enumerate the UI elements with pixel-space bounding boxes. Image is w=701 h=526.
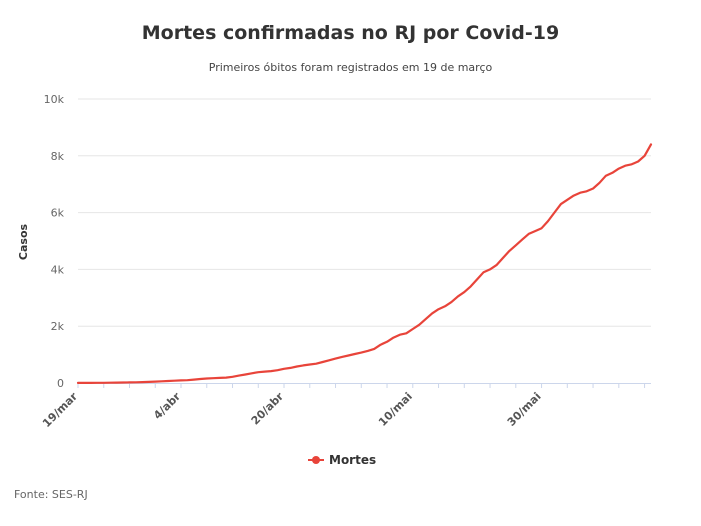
y-tick-label: 4k <box>51 263 65 276</box>
series-line-mortes <box>76 143 653 384</box>
legend-marker-icon <box>308 456 324 464</box>
gridlines <box>78 98 651 327</box>
y-axis-ticks: 0 2k 4k 6k 8k 10k <box>44 93 65 390</box>
x-axis <box>77 383 651 388</box>
x-tick-label: 4/abr <box>151 390 184 423</box>
x-tick-label: 10/mai <box>376 390 415 429</box>
chart-subtitle: Primeiros óbitos foram registrados em 19… <box>208 61 493 74</box>
line-chart: 0 2k 4k 6k 8k 10k Casos 19/mar 4/abr 20/abr 10/m… <box>17 93 653 430</box>
y-tick-label: 8k <box>51 150 65 163</box>
series-lines <box>76 143 653 384</box>
chart-title: Mortes confirmadas no RJ por Covid-19 <box>141 22 560 44</box>
y-tick-label: 10k <box>44 93 65 106</box>
x-tick-label: 19/mar <box>40 390 80 430</box>
legend[interactable]: Mortes <box>308 453 376 467</box>
y-tick-label: 6k <box>51 207 65 220</box>
y-tick-label: 0 <box>57 377 64 390</box>
y-tick-label: 2k <box>51 320 65 333</box>
x-axis-ticks: 19/mar 4/abr 20/abr 10/mai 30/mai <box>40 390 544 430</box>
legend-label: Mortes <box>329 453 377 467</box>
x-tick-label: 20/abr <box>249 390 287 428</box>
y-axis-label: Casos <box>17 223 30 260</box>
source-note: Fonte: SES-RJ <box>14 488 88 501</box>
x-tick-label: 30/mai <box>505 390 544 429</box>
